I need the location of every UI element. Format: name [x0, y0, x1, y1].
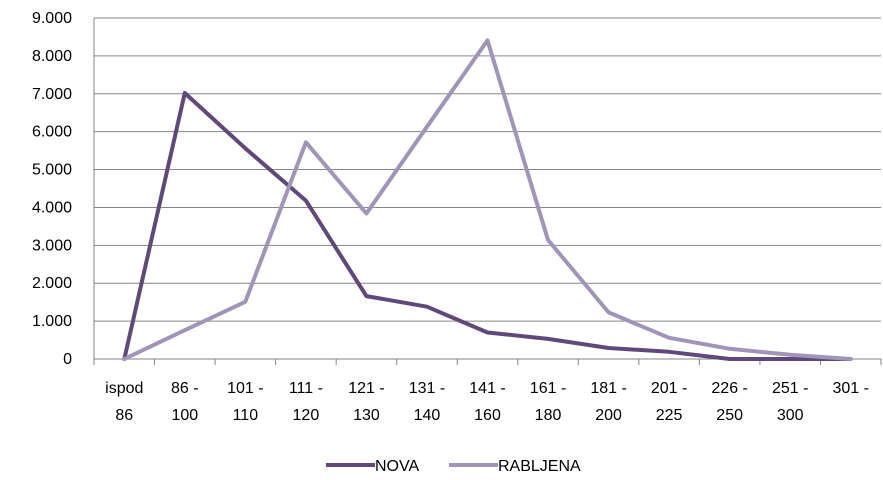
x-tick-label: 181 - [590, 380, 626, 397]
x-tick-label: ispod [105, 380, 143, 397]
y-tick-label: 2.000 [32, 275, 72, 292]
legend-label-rabljena: RABLJENA [498, 458, 581, 475]
series-line-nova [122, 91, 853, 361]
y-tick-label: 4.000 [32, 199, 72, 216]
y-tick-label: 9.000 [32, 10, 72, 27]
y-tick-label: 7.000 [32, 86, 72, 103]
x-tick-label: 131 - [409, 380, 445, 397]
x-tick-label: 160 [474, 407, 501, 424]
series-line-rabljena [122, 38, 853, 361]
x-tick-label: 301 - [832, 380, 868, 397]
y-axis-tick-labels: 0 1.000 2.000 3.000 4.000 5.000 6.000 7.000 8.00… [32, 10, 72, 368]
y-tick-label: 5.000 [32, 162, 72, 179]
series-lines [122, 38, 853, 361]
y-tick-label: 3.000 [32, 237, 72, 254]
x-tick-label: 251 - [772, 380, 808, 397]
x-tick-label: 86 [115, 407, 133, 424]
x-tick-label: 226 - [711, 380, 747, 397]
x-tick-label: 250 [716, 407, 743, 424]
y-tick-label: 8.000 [32, 48, 72, 65]
x-tick-label: 101 - [227, 380, 263, 397]
y-tick-label: 0 [63, 351, 72, 368]
legend: NOVA RABLJENA [326, 458, 581, 475]
x-axis-tick-labels: ispod 86 86 - 100 101 - 110 111 - 120 121 - 130 13… [105, 380, 869, 424]
x-tick-label: 100 [171, 407, 198, 424]
x-tick-label: 111 - [289, 380, 323, 397]
x-tick-label: 161 - [530, 380, 566, 397]
x-tick-label: 201 - [651, 380, 687, 397]
x-tick-label: 141 - [469, 380, 505, 397]
y-tick-label: 6.000 [32, 124, 72, 141]
gridlines [93, 17, 882, 365]
x-tick-label: 225 [656, 407, 683, 424]
y-tick-label: 1.000 [32, 313, 72, 330]
x-tick-label: 130 [353, 407, 380, 424]
x-tick-label: 300 [777, 407, 804, 424]
x-tick-label: 200 [595, 407, 622, 424]
x-tick-label: 140 [414, 407, 441, 424]
x-tick-label: 120 [293, 407, 320, 424]
x-tick-label: 180 [535, 407, 562, 424]
x-tick-label: 110 [233, 407, 259, 424]
legend-label-nova: NOVA [375, 458, 419, 475]
x-tick-label: 121 - [348, 380, 384, 397]
x-tick-label: 86 - [171, 380, 199, 397]
